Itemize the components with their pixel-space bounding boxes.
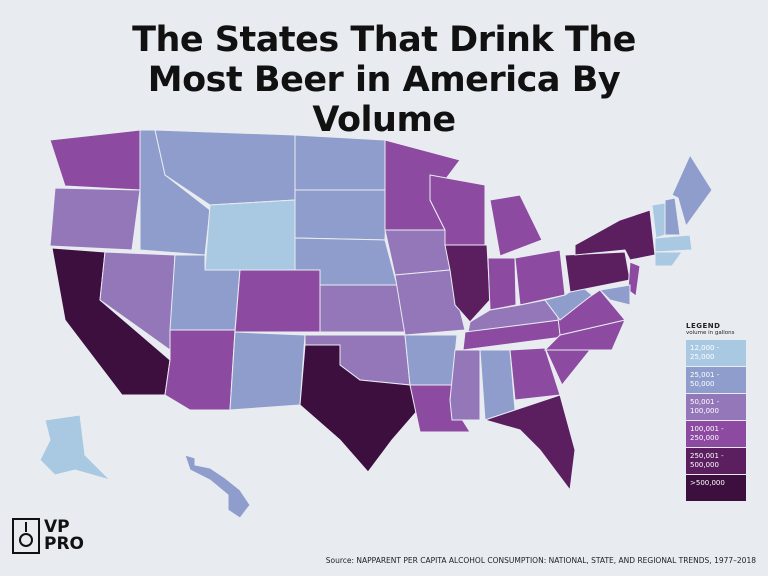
state [654,234,693,253]
legend-item: >500,000 [686,475,746,501]
source: Source: NAPPARENT PER CAPITA ALCOHOL CON… [325,556,756,565]
state [479,349,516,421]
state [449,349,481,421]
legend: LEGEND volume in gallons 12,000 - 25,000… [686,322,746,502]
legend-item: 250,001 - 500,000 [686,448,746,474]
legend-subtitle: volume in gallons [686,330,735,336]
state [164,329,236,411]
state [234,269,321,333]
state [39,414,112,482]
state [229,331,306,411]
legend-item: 100,001 - 250,000 [686,421,746,447]
state [574,209,656,261]
legend-item: 12,000 - 25,000 [686,340,746,366]
state [204,199,296,271]
state [394,269,466,336]
state [483,394,576,492]
state [564,251,631,293]
legend-item: 25,001 - 50,000 [686,367,746,393]
state [654,251,683,267]
legend-item: 50,001 - 100,000 [686,394,746,420]
state [671,153,713,228]
legend-title: LEGEND [686,322,721,330]
state [294,134,388,191]
state [664,197,681,236]
state [49,187,141,251]
state [598,284,631,306]
state [384,229,451,276]
state [627,261,641,297]
state [489,194,543,257]
logo-icon [12,518,40,554]
logo-text: PRO [44,534,85,554]
state [544,284,593,321]
state [487,257,517,311]
state [184,454,251,519]
state [294,189,388,241]
logo: VP PRO [12,518,84,554]
state [319,284,406,333]
state [404,334,458,386]
logo-text: VP [44,517,70,537]
state [651,202,666,239]
state [49,129,141,191]
title: The States That Drink The Most Beer in A… [132,20,636,140]
